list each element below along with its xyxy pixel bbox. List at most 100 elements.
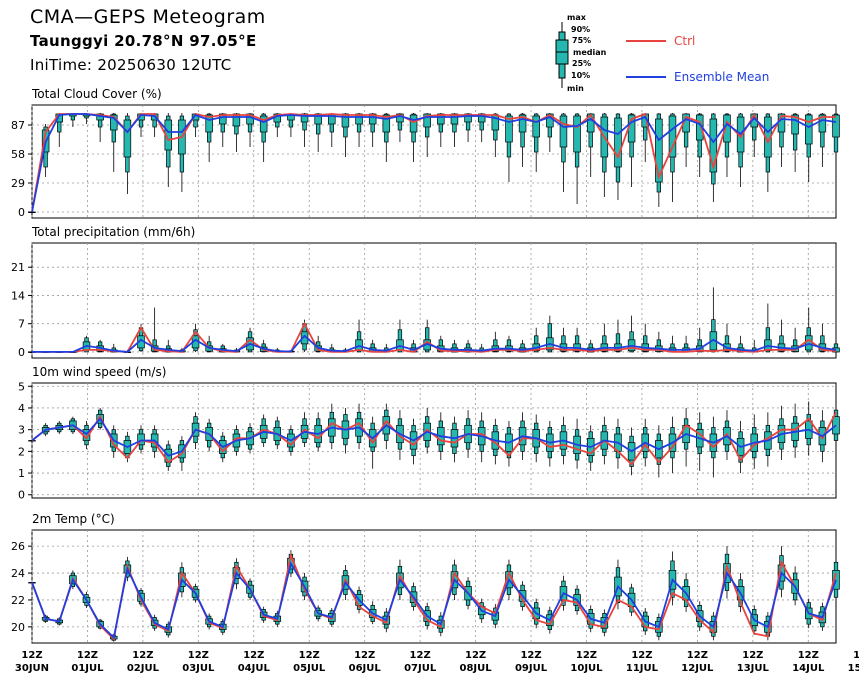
- x-tick-label-date: 04JUL: [238, 663, 271, 674]
- box-inner: [219, 113, 227, 125]
- y-tick-label: 24: [11, 567, 25, 580]
- legend-label-max: max: [567, 13, 587, 22]
- x-tick-label-hour: 12Z: [520, 650, 541, 661]
- box-inner: [668, 115, 677, 158]
- box-inner: [396, 113, 404, 123]
- x-tick-label-hour: 12Z: [631, 650, 652, 661]
- box-inner: [559, 115, 568, 148]
- x-tick-label-hour: 12Z: [687, 650, 708, 661]
- box-inner: [123, 119, 132, 158]
- y-tick-label: 26: [11, 540, 25, 553]
- box-outer: [615, 333, 621, 353]
- box-inner: [804, 114, 813, 145]
- box-inner: [259, 115, 268, 133]
- y-tick-label: 0: [18, 489, 25, 502]
- x-tick-label-date: 03JUL: [182, 663, 215, 674]
- panel-title: 10m wind speed (m/s): [32, 365, 166, 379]
- x-tick-label-hour: 12Z: [742, 650, 763, 661]
- y-tick-label: 2: [18, 445, 25, 458]
- panel-2: 0 1 2 3 4 5 10m wind speed (m/s): [18, 365, 840, 502]
- box-inner: [518, 114, 527, 133]
- box-inner: [300, 113, 309, 123]
- y-tick-label: 0: [18, 206, 25, 219]
- box-inner: [709, 118, 718, 173]
- box-inner: [614, 117, 622, 168]
- box-inner: [832, 114, 840, 138]
- x-tick-label-hour: 12Z: [465, 650, 486, 661]
- x-tick-label-date: 30JUN: [15, 663, 49, 674]
- ensemble-mean-line: [31, 113, 837, 213]
- box-inner: [355, 113, 363, 125]
- x-tick-label-hour: 12Z: [576, 650, 597, 661]
- x-tick-label-hour: 12Z: [410, 650, 431, 661]
- box-inner: [28, 211, 36, 213]
- box-inner: [368, 113, 377, 125]
- box-inner: [382, 114, 391, 133]
- panel-3: 20 22 24 26 2m Temp (°C): [11, 512, 840, 644]
- location-label: Taunggyi 20.78°N 97.05°E: [30, 32, 257, 50]
- y-tick-label: 87: [11, 119, 25, 132]
- box-inner: [341, 113, 350, 128]
- x-tick-label-date: 07JUL: [404, 663, 437, 674]
- x-tick-label-date: 11JUL: [626, 663, 659, 674]
- x-tick-label-hour: 12Z: [853, 650, 859, 661]
- box-inner: [477, 113, 486, 123]
- box-inner: [505, 115, 513, 143]
- y-tick-label: 7: [18, 318, 25, 331]
- legend-mean-label: Ensemble Mean: [674, 70, 769, 84]
- panel-title: Total Cloud Cover (%): [31, 87, 162, 101]
- panel-1: 0 7 14 21 Total precipitation (mm/6h): [11, 225, 840, 359]
- ensemble-mean-line: [32, 334, 837, 353]
- x-tick-label-date: 09JUL: [515, 663, 548, 674]
- legend-label-p10: 10%: [571, 71, 590, 80]
- legend: max 90% 75% median 25% 10% min Ctrl Ense…: [555, 13, 769, 93]
- x-tick-label-hour: 12Z: [77, 650, 98, 661]
- y-tick-label: 5: [18, 380, 25, 393]
- box-inner: [423, 113, 431, 128]
- legend-label-p25: 25%: [572, 59, 591, 68]
- x-tick-label-date: 10JUL: [570, 663, 603, 674]
- init-time-label: IniTime: 20250630 12UTC: [30, 56, 232, 74]
- ensemble-mean-line: [31, 417, 837, 457]
- box-inner: [314, 113, 322, 125]
- chart-title: CMA—GEPS Meteogram: [30, 6, 266, 28]
- box-inner: [232, 113, 241, 127]
- y-tick-label: 4: [18, 402, 25, 415]
- box-inner: [450, 113, 459, 125]
- x-tick-label-hour: 12Z: [132, 650, 153, 661]
- box-inner: [532, 115, 540, 138]
- box-inner: [409, 114, 418, 133]
- y-tick-label: 22: [11, 594, 25, 607]
- legend-ctrl-label: Ctrl: [674, 34, 695, 48]
- y-tick-label: 20: [11, 621, 25, 634]
- x-tick-label-date: 12JUL: [681, 663, 714, 674]
- ensemble-mean-line: [31, 561, 837, 640]
- x-tick-label-hour: 12Z: [188, 650, 209, 661]
- x-tick-label-date: 05JUL: [293, 663, 326, 674]
- box-inner: [396, 339, 404, 351]
- y-tick-label: 14: [11, 289, 25, 302]
- y-tick-label: 0: [18, 346, 25, 359]
- ctrl-line: [31, 112, 836, 213]
- box-inner: [464, 113, 472, 123]
- panel-frame: [31, 242, 837, 359]
- x-tick-label-date: 01JUL: [71, 663, 104, 674]
- box-inner: [205, 114, 213, 133]
- box-inner: [791, 114, 799, 135]
- box-inner: [137, 433, 145, 446]
- panel-0: 0 29 58 87 Total Cloud Cover (%): [11, 87, 840, 219]
- x-tick-label-date: 06JUL: [349, 663, 382, 674]
- x-tick-label-hour: 12Z: [354, 650, 375, 661]
- box-inner: [28, 440, 36, 442]
- box-inner: [437, 113, 445, 125]
- y-tick-label: 21: [11, 261, 25, 274]
- panel-title: Total precipitation (mm/6h): [31, 225, 195, 239]
- ctrl-line: [31, 411, 837, 466]
- x-tick-label-hour: 12Z: [299, 650, 320, 661]
- box-inner: [804, 335, 813, 351]
- x-tick-label-hour: 12Z: [243, 650, 264, 661]
- x-tick-label-hour: 12Z: [21, 650, 42, 661]
- x-tick-label-date: 15JUL: [848, 663, 859, 674]
- legend-label-p75: 75%: [572, 36, 591, 45]
